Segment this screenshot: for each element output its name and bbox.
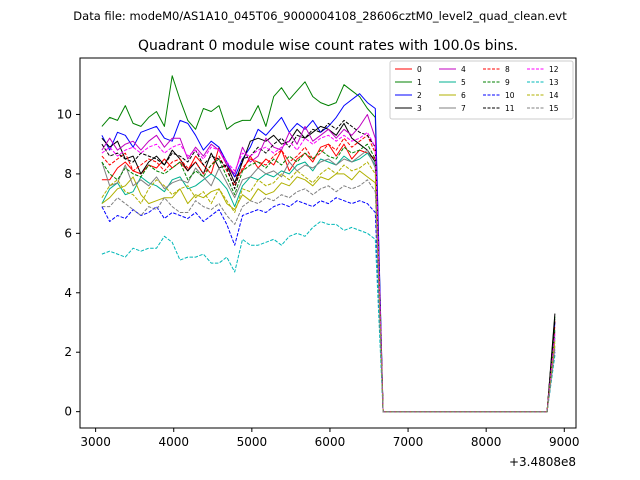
y-tick-label: 4	[64, 286, 72, 300]
series-layer	[101, 75, 556, 413]
y-tick-label: 8	[64, 167, 72, 181]
legend-label-12: 12	[549, 65, 559, 74]
x-tick-label: 7000	[393, 435, 424, 449]
axes-background	[80, 58, 576, 428]
series-line-2	[101, 93, 556, 413]
series-line-8	[101, 134, 556, 413]
series-line-1	[101, 75, 556, 413]
legend-label-10: 10	[505, 91, 515, 100]
x-tick-label: 9000	[549, 435, 580, 449]
legend-label-6: 6	[461, 91, 466, 100]
legend-label-2: 2	[417, 91, 422, 100]
x-tick-label: 3000	[80, 435, 111, 449]
x-tick-label: 5000	[237, 435, 268, 449]
series-line-9	[101, 143, 556, 413]
legend-label-7: 7	[461, 104, 466, 113]
legend-label-5: 5	[461, 78, 466, 87]
legend-label-3: 3	[417, 104, 422, 113]
legend-label-8: 8	[505, 65, 510, 74]
legend-box	[389, 60, 574, 120]
legend-label-1: 1	[417, 78, 422, 87]
y-tick-label: 10	[57, 107, 72, 121]
x-offset-label: +3.4808e8	[509, 455, 576, 469]
legend-label-9: 9	[505, 78, 510, 87]
suptitle: Data file: modeM0/AS1A10_045T06_90000041…	[73, 9, 567, 23]
legend-label-11: 11	[505, 104, 515, 113]
x-axis: 3000 4000 5000 6000 7000 8000 9000	[80, 428, 580, 449]
y-tick-label: 6	[64, 226, 72, 240]
plot-area	[79, 57, 577, 429]
legend-label-15: 15	[549, 104, 559, 113]
legend-label-13: 13	[549, 78, 559, 87]
series-line-13	[101, 221, 556, 413]
legend-label-14: 14	[549, 91, 559, 100]
y-axis: 0 2 4 6 8 10	[57, 107, 80, 419]
legend-label-4: 4	[461, 65, 466, 74]
y-tick-label: 2	[64, 345, 72, 359]
axes-frame	[79, 57, 577, 429]
chart-title: Quadrant 0 module wise count rates with …	[138, 38, 518, 54]
x-tick-label: 4000	[158, 435, 189, 449]
x-tick-label: 8000	[471, 435, 502, 449]
series-line-15	[101, 179, 556, 413]
series-line-12	[101, 131, 556, 413]
legend-label-0: 0	[417, 65, 422, 74]
series-line-4	[101, 114, 556, 413]
x-tick-label: 6000	[315, 435, 346, 449]
series-line-7	[101, 149, 556, 413]
y-tick-label: 0	[64, 405, 72, 419]
series-line-10	[101, 197, 556, 413]
